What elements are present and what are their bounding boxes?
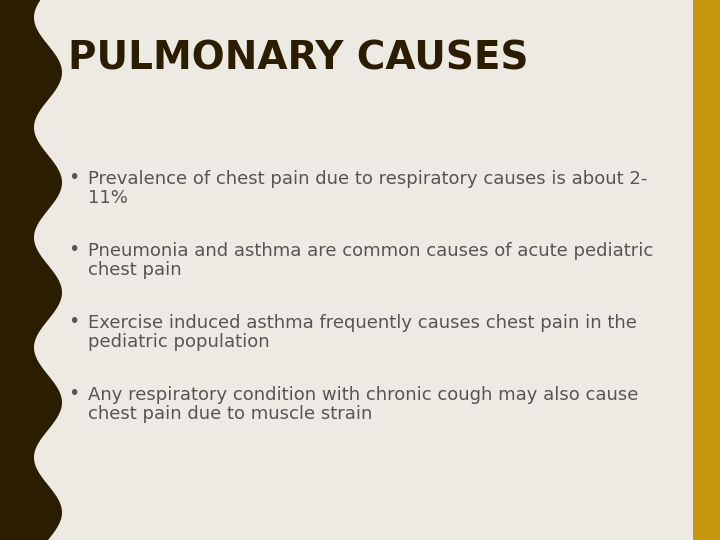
Text: Exercise induced asthma frequently causes chest pain in the: Exercise induced asthma frequently cause…: [88, 314, 637, 332]
Bar: [693, 0, 720, 540]
Text: chest pain due to muscle strain: chest pain due to muscle strain: [88, 405, 372, 423]
Text: •: •: [68, 168, 79, 187]
Text: Prevalence of chest pain due to respiratory causes is about 2-: Prevalence of chest pain due to respirat…: [88, 170, 647, 188]
Text: chest pain: chest pain: [88, 261, 181, 279]
Text: pediatric population: pediatric population: [88, 333, 269, 351]
Text: 11%: 11%: [88, 189, 128, 207]
Text: •: •: [68, 312, 79, 331]
Polygon shape: [0, 0, 62, 540]
Text: PULMONARY CAUSES: PULMONARY CAUSES: [68, 40, 528, 78]
Text: Any respiratory condition with chronic cough may also cause: Any respiratory condition with chronic c…: [88, 386, 639, 404]
Text: Pneumonia and asthma are common causes of acute pediatric: Pneumonia and asthma are common causes o…: [88, 242, 653, 260]
Text: •: •: [68, 384, 79, 403]
Text: •: •: [68, 240, 79, 259]
